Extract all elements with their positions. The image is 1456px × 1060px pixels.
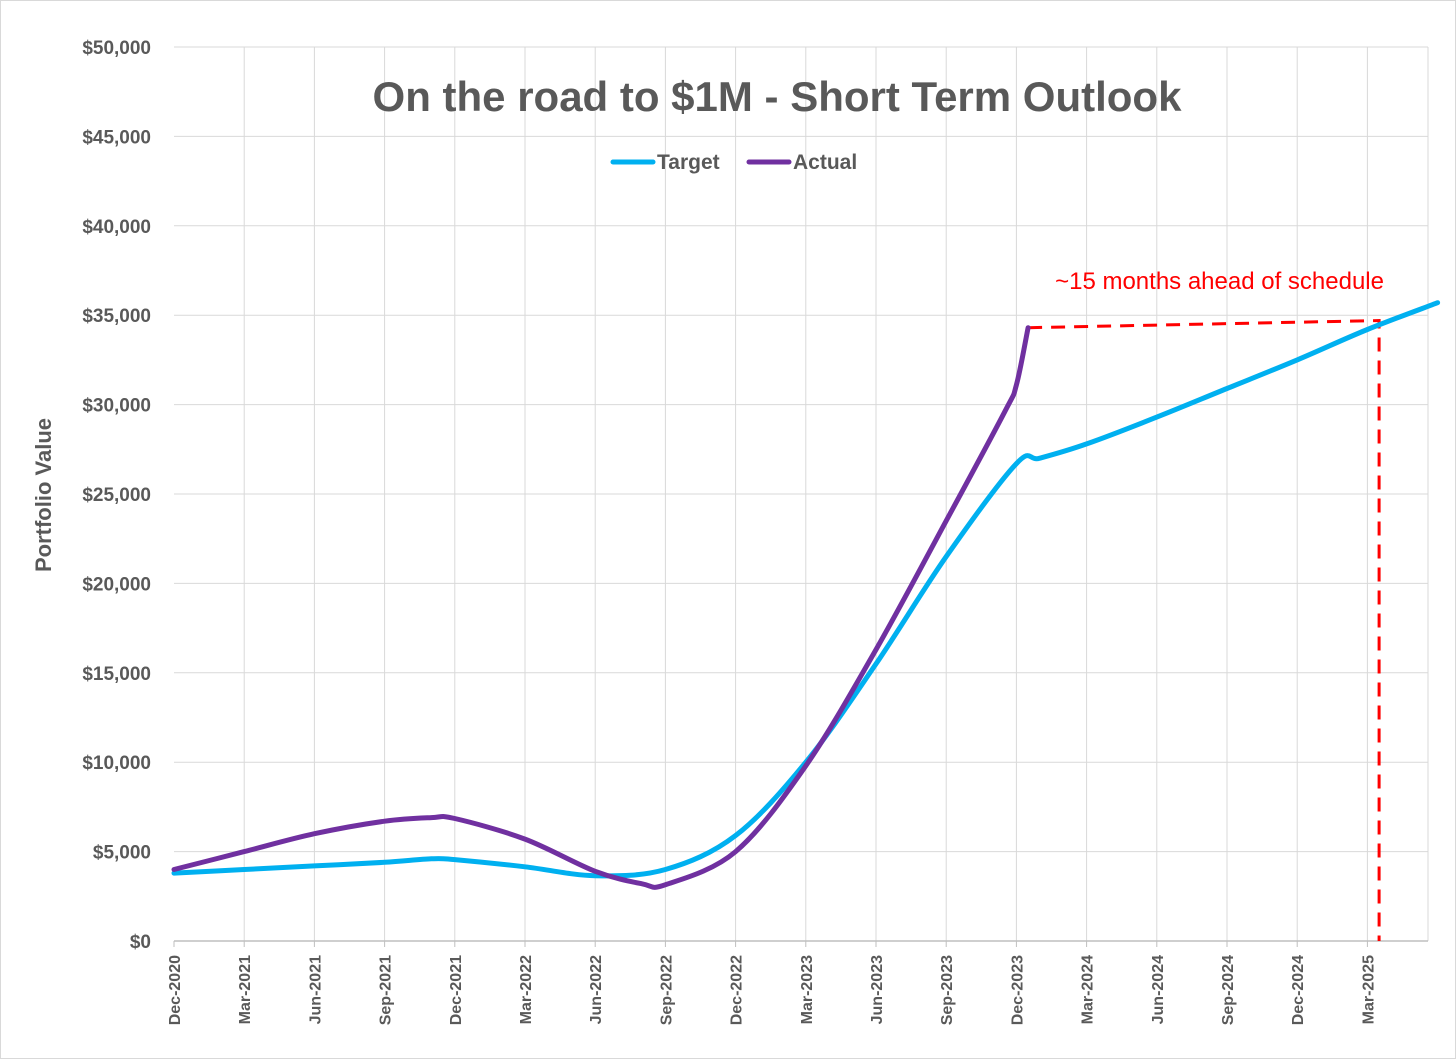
x-tick-label: Jun-2022 (588, 955, 605, 1024)
x-tick-label: Sep-2022 (658, 955, 675, 1025)
x-axis-ticks: Dec-2020 Mar-2021 Jun-2021 Sep-2021 Dec-2021… (167, 955, 1377, 1025)
y-tick-label: $0 (130, 932, 151, 953)
axes (173, 940, 1428, 947)
series-lines (171, 300, 1441, 890)
x-tick-label: Mar-2021 (237, 955, 254, 1024)
y-tick-label: $40,000 (82, 217, 151, 238)
x-tick-label: Jun-2023 (869, 955, 886, 1024)
x-tick-label: Dec-2022 (729, 955, 746, 1025)
x-tick-label: Mar-2022 (518, 955, 535, 1024)
y-tick-label: $30,000 (82, 396, 151, 417)
x-tick-label: Dec-2024 (1290, 955, 1307, 1025)
x-tick-label: Sep-2021 (378, 955, 395, 1025)
x-tick-label: Mar-2025 (1360, 955, 1377, 1024)
x-tick-label: Mar-2023 (799, 955, 816, 1024)
x-tick-label: Dec-2021 (448, 955, 465, 1025)
y-tick-label: $45,000 (82, 127, 151, 148)
y-tick-label: $20,000 (82, 574, 151, 595)
series-line-actual (171, 325, 1031, 890)
x-tick-label: Mar-2024 (1080, 955, 1097, 1024)
x-tick-label: Dec-2023 (1009, 955, 1026, 1025)
y-tick-label: $50,000 (82, 38, 151, 59)
x-tick-label: Jun-2024 (1150, 955, 1167, 1024)
y-tick-label: $10,000 (82, 753, 151, 774)
y-tick-label: $15,000 (82, 664, 151, 685)
legend: Target Actual (610, 151, 857, 174)
legend-label-target: Target (657, 151, 720, 174)
y-axis-label: Portfolio Value (31, 418, 56, 572)
x-tick-label: Sep-2024 (1220, 955, 1237, 1025)
annotation-group: ~15 months ahead of schedule (1028, 268, 1384, 941)
y-axis-ticks: $0 $5,000 $10,000 $15,000 $20,000 $25,000 $30,… (82, 38, 151, 953)
x-tick-label: Dec-2020 (167, 955, 184, 1025)
annotation-dashed-line (1028, 319, 1381, 941)
chart-title: On the road to $1M - Short Term Outlook (373, 73, 1183, 120)
x-tick-label: Jun-2021 (307, 955, 324, 1024)
annotation-label: ~15 months ahead of schedule (1055, 268, 1384, 295)
gridlines (174, 46, 1429, 941)
y-tick-label: $35,000 (82, 306, 151, 327)
x-tick-label: Sep-2023 (939, 955, 956, 1025)
y-tick-label: $25,000 (82, 485, 151, 506)
legend-label-actual: Actual (793, 151, 857, 174)
y-tick-label: $5,000 (93, 843, 151, 864)
